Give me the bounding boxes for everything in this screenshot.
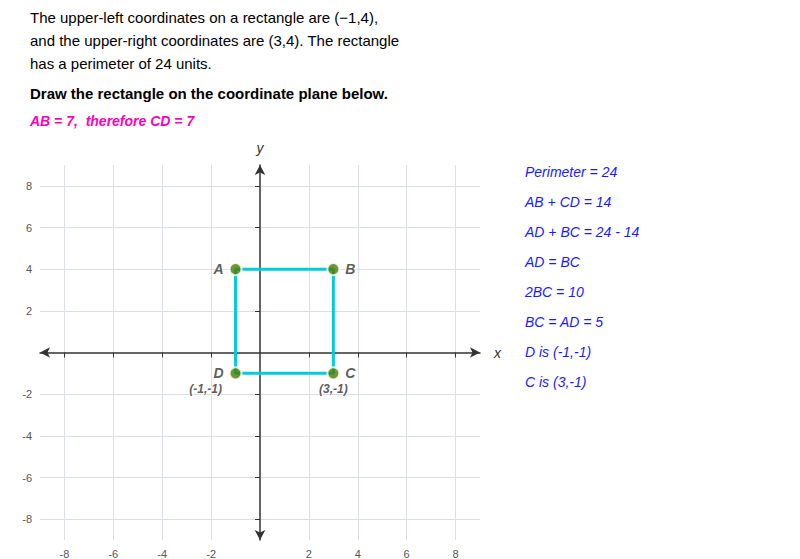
svg-text:-6: -6 xyxy=(22,472,32,484)
svg-text:-2: -2 xyxy=(22,388,32,400)
svg-text:(-1,-1): (-1,-1) xyxy=(189,382,222,396)
svg-text:AD = BC: AD = BC xyxy=(524,254,581,270)
svg-text:-2: -2 xyxy=(206,548,216,559)
svg-text:8: 8 xyxy=(26,180,32,192)
svg-text:y: y xyxy=(256,140,265,156)
svg-text:(3,-1): (3,-1) xyxy=(319,382,348,396)
svg-text:-4: -4 xyxy=(157,548,167,559)
svg-text:6: 6 xyxy=(404,548,410,559)
svg-text:4: 4 xyxy=(26,263,32,275)
svg-text:4: 4 xyxy=(355,548,361,559)
svg-text:D: D xyxy=(213,365,223,381)
svg-text:-8: -8 xyxy=(22,513,32,525)
svg-text:-8: -8 xyxy=(60,548,70,559)
svg-text:-6: -6 xyxy=(108,548,118,559)
svg-text:-4: -4 xyxy=(22,430,32,442)
svg-text:Perimeter = 24: Perimeter = 24 xyxy=(525,164,617,180)
svg-text:x: x xyxy=(493,345,502,361)
svg-text:AB = 7, therefore CD = 7: AB = 7, therefore CD = 7 xyxy=(29,113,195,129)
svg-text:AB + CD = 14: AB + CD = 14 xyxy=(524,194,612,210)
svg-text:2: 2 xyxy=(26,305,32,317)
svg-text:Draw the rectangle on the coor: Draw the rectangle on the coordinate pla… xyxy=(30,85,388,102)
svg-text:B: B xyxy=(345,261,355,277)
svg-text:The upper-left coordinates on: The upper-left coordinates on a rectangl… xyxy=(30,9,378,26)
svg-text:6: 6 xyxy=(26,222,32,234)
svg-text:D is (-1,-1): D is (-1,-1) xyxy=(525,344,591,360)
svg-text:2BC = 10: 2BC = 10 xyxy=(524,284,584,300)
svg-text:has a perimeter of 24 units.: has a perimeter of 24 units. xyxy=(30,55,212,72)
svg-text:8: 8 xyxy=(452,548,458,559)
svg-text:2: 2 xyxy=(306,548,312,559)
svg-text:and the upper-right coordinate: and the upper-right coordinates are (3,4… xyxy=(30,32,399,49)
svg-text:BC = AD = 5: BC = AD = 5 xyxy=(525,314,603,330)
svg-text:AD + BC = 24 - 14: AD + BC = 24 - 14 xyxy=(524,224,640,240)
svg-text:C: C xyxy=(345,365,356,381)
svg-text:C is (3,-1): C is (3,-1) xyxy=(525,374,586,390)
svg-text:A: A xyxy=(212,261,223,277)
